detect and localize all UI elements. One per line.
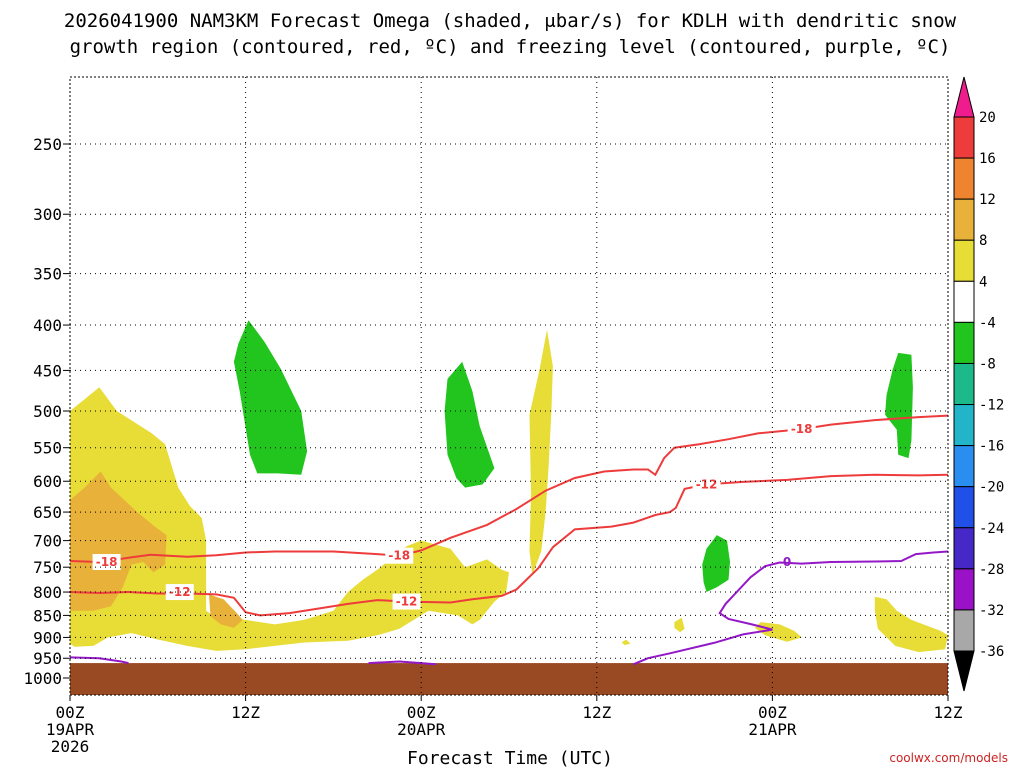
y-tick-label: 950 [33,649,62,668]
chart-title-line-2: growth region (contoured, red, ºC) and f… [70,36,951,58]
y-tick-label: 300 [33,205,62,224]
colorbar-swatch [953,116,975,159]
colorbar-label: -36 [979,644,1004,660]
chart-title-line-1: 2026041900 NAM3KM Forecast Omega (shaded… [64,10,957,32]
contour-layer: -18-120-18-18-12-12 [70,414,948,666]
colorbar-label: 4 [979,274,987,290]
contour-label-bg [92,554,121,571]
colorbar-label: -24 [979,521,1004,537]
ground-shading [70,663,948,695]
axes: 250 300 350 400 450 500 550 600 650 700 750 800 850 9… [23,76,963,756]
x-tick-label: 00Z [56,703,85,722]
omega-region-ascent-green [444,361,495,488]
contour-label: -12 [396,595,418,609]
contour-label: -18 [791,422,813,436]
omega-colorbar: 20 16 12 8 4 -4 -8 -12 -16 -20 -24 -28 -32 -36 [953,76,1004,692]
contour-freezing-level 0C [368,660,436,666]
plot-area [70,320,948,695]
contour-label-bg [392,593,421,610]
contour-label: -18 [96,555,118,569]
colorbar-label: -16 [979,439,1004,455]
omega-region-ascent-green [233,320,308,475]
x-tick-label: 21APR [748,720,797,739]
colorbar-swatch [953,157,975,200]
y-tick-label: 850 [33,606,62,625]
y-tick-label: 450 [33,361,62,380]
x-tick-label: 2026 [51,737,90,756]
colorbar-label: -12 [979,398,1004,414]
contour-label: -12 [696,477,718,491]
colorbar-label: -4 [979,315,996,331]
x-tick-label: 00Z [407,703,436,722]
colorbar-swatch [953,404,975,447]
y-tick-label: 250 [33,135,62,154]
contour-label: -18 [388,549,410,563]
contour-dgz -18C [70,414,948,564]
contour-label-bg [787,421,816,438]
colorbar-label: -8 [979,356,996,372]
y-tick-label: 800 [33,583,62,602]
y-tick-label: 700 [33,532,62,551]
y-tick-label: 550 [33,439,62,458]
y-tick-label: 400 [33,316,62,335]
colorbar-top-arrow [953,76,975,118]
contour-dgz -12C [70,473,948,617]
colorbar-label: -20 [979,480,1004,496]
y-tick-label: 1000 [23,669,62,688]
x-tick-label: 12Z [582,703,611,722]
y-tick-label: 350 [33,265,62,284]
x-tick-label: 12Z [934,703,963,722]
colorbar-bottom-arrow [953,650,975,692]
colorbar-label: 12 [979,192,996,208]
x-axis-label: Forecast Time (UTC) [407,748,613,768]
colorbar-swatch [953,486,975,529]
contour-freezing-level 0C [70,656,129,665]
x-tick-label: 20APR [397,720,446,739]
colorbar-swatch [953,609,975,652]
colorbar-label: -32 [979,603,1004,619]
omega-region-ascent-green [702,535,730,592]
x-tick-label: 12Z [231,703,260,722]
omega-region-descent-orange [209,594,243,628]
omega-region-descent-yellow [674,617,685,633]
omega-region-descent-yellow [754,622,802,642]
y-tick-label: 750 [33,558,62,577]
contour-freezing-level 0C [633,550,948,666]
colorbar-label: 16 [979,151,996,167]
colorbar-swatch [953,445,975,488]
x-tick-label: 00Z [758,703,787,722]
y-tick-label: 900 [33,628,62,647]
contour-label-bg [385,547,414,564]
y-tick-label: 650 [33,503,62,522]
contour-label: -12 [169,585,191,599]
colorbar-label: 20 [979,110,996,126]
colorbar-swatch [953,527,975,570]
colorbar-swatch [953,239,975,282]
contour-label-bg [165,584,194,601]
y-tick-label: 600 [33,472,62,491]
credit-text: coolwx.com/models [889,751,1008,765]
colorbar-swatch [953,321,975,364]
colorbar-label: -28 [979,562,1004,578]
omega-region-descent-yellow [874,596,948,653]
x-tick-label: 19APR [46,720,95,739]
colorbar-swatch [953,280,975,323]
colorbar-swatch [953,198,975,241]
omega-region-descent-yellow [529,329,553,575]
contour-label-bg [692,476,721,493]
omega-region-descent-orange [70,471,167,611]
omega-region-descent-yellow [621,639,631,645]
colorbar-label: 8 [979,233,987,249]
omega-region-ascent-green [885,352,913,459]
colorbar-swatch [953,568,975,611]
colorbar-swatch [953,362,975,406]
y-tick-label: 500 [33,402,62,421]
